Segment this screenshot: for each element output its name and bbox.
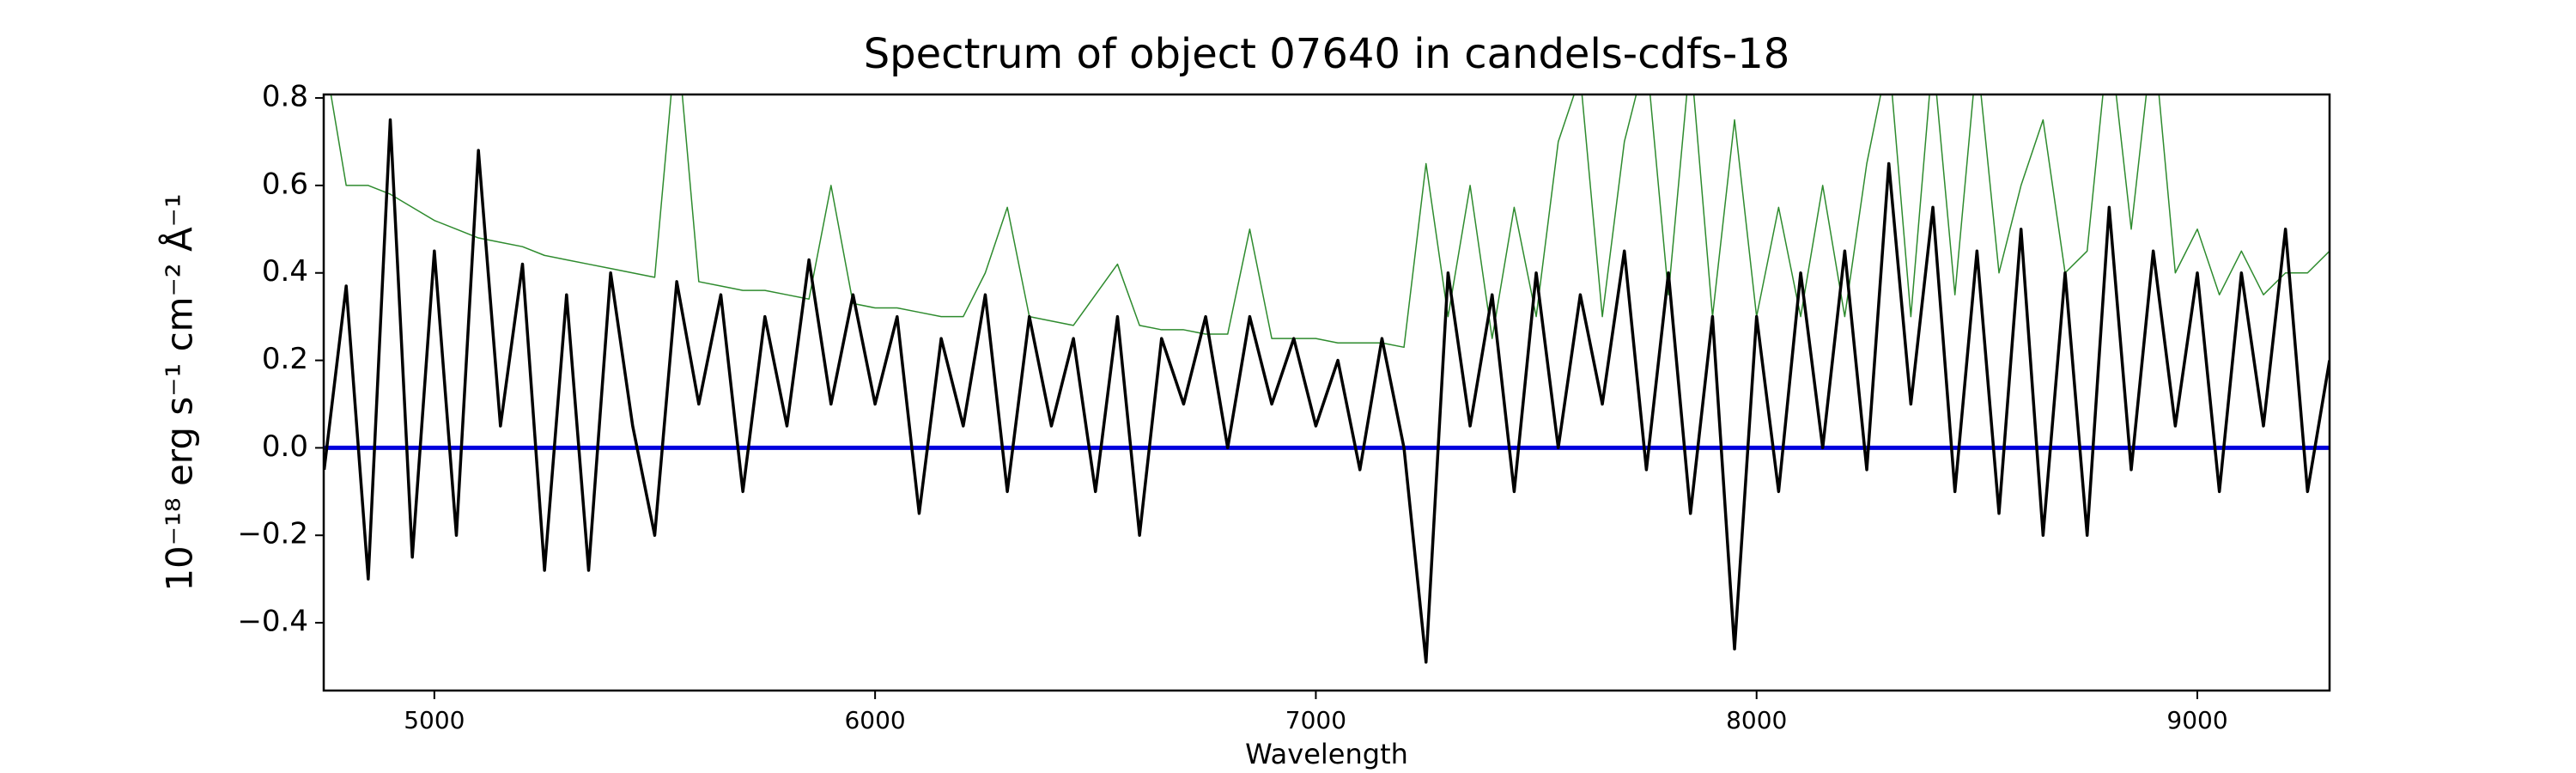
y-tick-label: 0.2	[262, 342, 308, 376]
x-tick-label: 9000	[2166, 706, 2227, 734]
x-tick-label: 5000	[404, 706, 465, 734]
y-tick-label: −0.2	[237, 517, 308, 551]
series-line	[330, 94, 2330, 349]
y-axis-label: 10⁻¹⁸ erg s⁻¹ cm⁻² Å⁻¹	[158, 193, 201, 591]
chart-title: Spectrum of object 07640 in candels-cdfs…	[864, 30, 1790, 78]
plot-frame	[322, 93, 2331, 692]
y-tick-label: 0.4	[262, 254, 308, 289]
y-tick-label: 0.0	[262, 429, 308, 464]
y-tick-label: 0.8	[262, 80, 308, 114]
x-tick-label: 8000	[1726, 706, 1787, 734]
x-tick-label: 6000	[844, 706, 905, 734]
y-tick-label: 0.6	[262, 167, 308, 201]
plot-area	[324, 94, 2330, 664]
series-line	[324, 118, 2330, 664]
y-tick-label: −0.4	[237, 605, 308, 639]
x-tick-label: 7000	[1285, 706, 1346, 734]
x-axis-label: Wavelength	[1245, 738, 1408, 770]
